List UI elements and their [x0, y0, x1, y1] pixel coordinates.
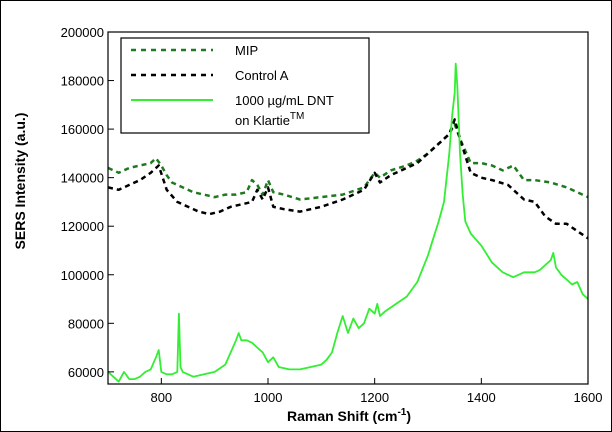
legend: MIP Control A 1000 µg/mL DNT on KlartieT… [120, 37, 370, 134]
y-tick-label: 140000 [61, 171, 104, 186]
y-tick-label: 80000 [68, 316, 104, 331]
x-tick-label: 800 [150, 390, 172, 405]
series-line-dnt [108, 62, 588, 383]
y-tick-label: 200000 [61, 25, 104, 40]
series-line-mip [108, 122, 588, 201]
y-axis-title: SERS Intensity (a.u.) [12, 113, 28, 250]
x-tick-label: 1400 [467, 390, 496, 405]
legend-label-mip: MIP [235, 43, 258, 58]
x-axis-title-main: Raman Shift (cm [287, 408, 397, 424]
legend-label-dnt-line2: on KlartieTM [235, 111, 304, 128]
tick-layer: 800 1000 1200 1400 1600 60000 80000 100000 12000… [61, 25, 603, 405]
legend-label-klartie: on Klartie [235, 113, 290, 128]
y-tick-label: 180000 [61, 74, 104, 89]
legend-label-tm: TM [290, 111, 304, 122]
legend-label-dnt: 1000 µg/mL DNT [235, 93, 334, 108]
y-tick-label: 160000 [61, 122, 104, 137]
y-tick-label: 60000 [68, 365, 104, 380]
x-axis-title: Raman Shift (cm-1) [287, 407, 411, 424]
series-line-control-a [108, 118, 588, 240]
plot-frame [107, 31, 589, 385]
series-layer [108, 62, 588, 383]
x-tick-label: 1600 [574, 390, 603, 405]
x-axis-title-tail: ) [406, 408, 411, 424]
x-axis-title-sup: -1 [397, 407, 406, 418]
y-tick-label: 100000 [61, 268, 104, 283]
legend-box [120, 37, 370, 134]
x-tick-label: 1200 [360, 390, 389, 405]
legend-label-control-a: Control A [235, 68, 289, 83]
x-tick-label: 1000 [254, 390, 283, 405]
y-tick-label: 120000 [61, 219, 104, 234]
